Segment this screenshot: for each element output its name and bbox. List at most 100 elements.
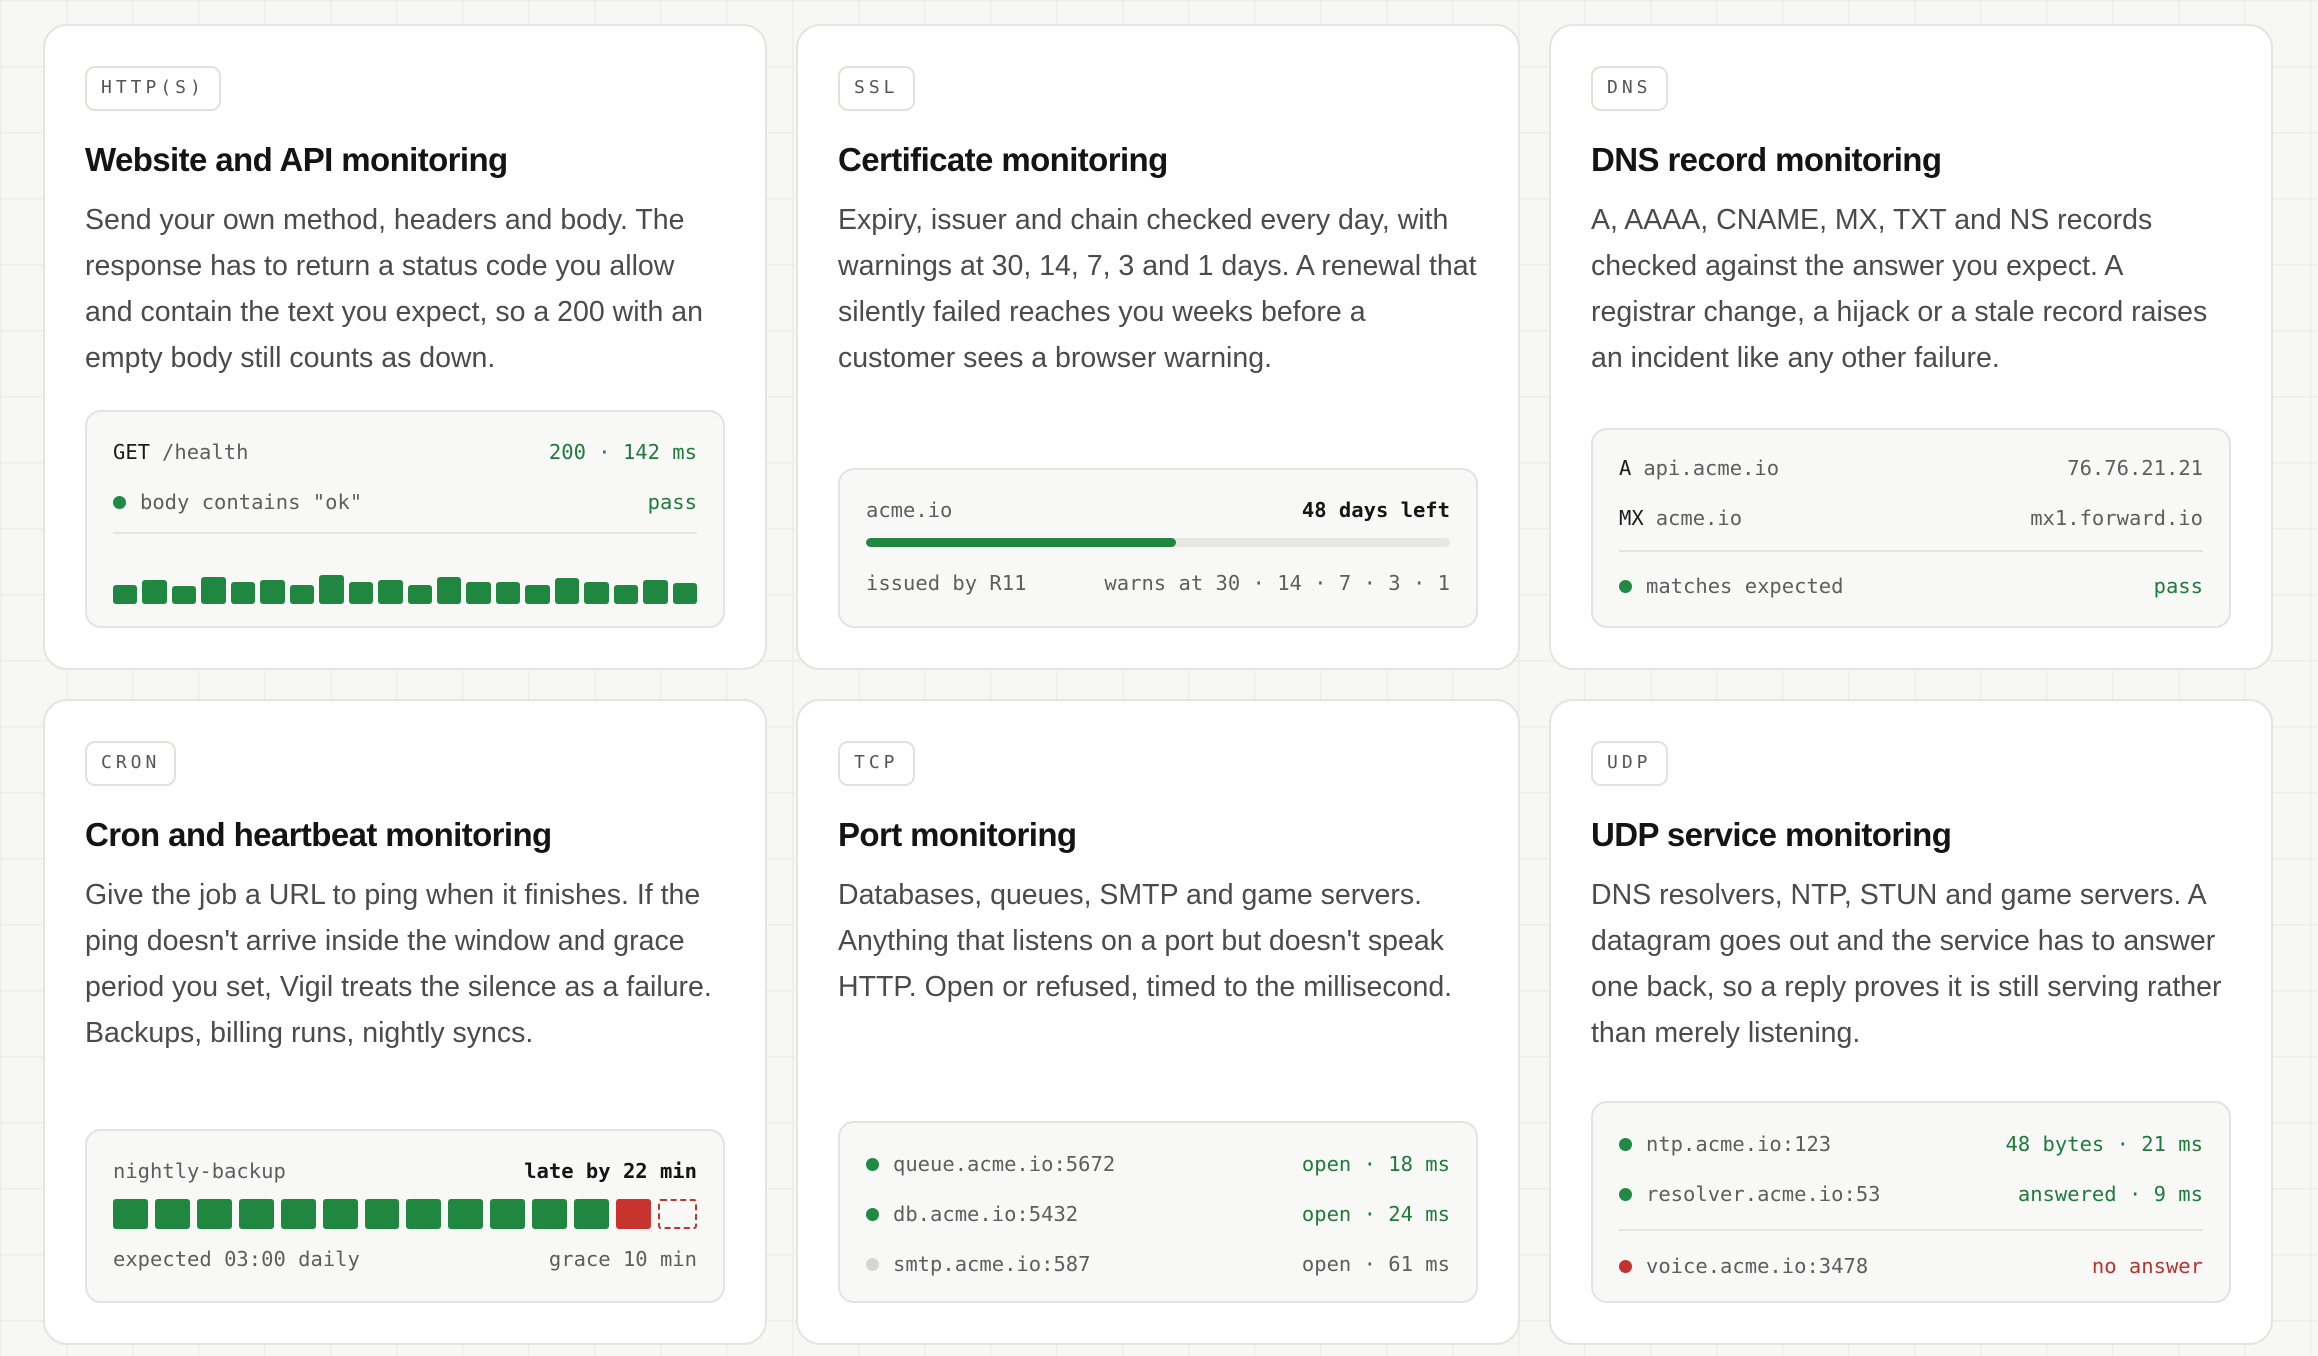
history-bar [230, 581, 256, 604]
response-history-bars [113, 572, 698, 604]
history-bar [319, 575, 344, 604]
udp-service-row: ntp.acme.io:123 48 bytes · 21 ms [1619, 1119, 2203, 1169]
status-dot [866, 1207, 879, 1221]
udp-host: resolver.acme.io:53 [1646, 1182, 1881, 1206]
history-bar [260, 580, 285, 604]
cron-grace: grace 10 min [548, 1247, 697, 1271]
port-row: smtp.acme.io:587 open · 61 ms [866, 1239, 1450, 1289]
cron-job-panel: nightly-backup late by 22 min expected 0… [85, 1129, 725, 1303]
http-monitoring-card: HTTP(S) Website and API monitoring Send … [43, 24, 767, 670]
body-check-status: pass [647, 490, 697, 514]
cron-run-ok [322, 1199, 358, 1229]
udp-host: ntp.acme.io:123 [1646, 1132, 1832, 1156]
tcp-monitoring-card: TCP Port monitoring Databases, queues, S… [796, 699, 1520, 1345]
udp-host: voice.acme.io:3478 [1646, 1254, 1869, 1278]
port-result: open · 24 ms [1301, 1202, 1450, 1226]
history-bar [495, 581, 521, 604]
dns-check-status: pass [2153, 574, 2203, 598]
cron-job-name: nightly-backup [113, 1159, 286, 1183]
cron-run-late [616, 1199, 651, 1229]
http-check-panel: GET /health 200 · 142 ms body contains "… [85, 410, 725, 628]
cron-run-pending [657, 1199, 697, 1229]
port-host: db.acme.io:5432 [893, 1202, 1079, 1226]
history-bar [466, 581, 491, 604]
ssl-monitoring-card: SSL Certificate monitoring Expiry, issue… [796, 24, 1520, 670]
card-title: Certificate monitoring [838, 141, 1168, 178]
history-bar [113, 584, 138, 604]
cron-run-ok [490, 1199, 526, 1229]
http-method: GET [113, 440, 151, 464]
divider [1619, 1229, 2203, 1231]
dns-record-row: A api.acme.io 76.76.21.21 [1619, 452, 2203, 484]
dns-record-row: MX acme.io mx1.forward.io [1619, 502, 2203, 534]
card-title: UDP service monitoring [1591, 816, 1952, 853]
status-dot [1619, 579, 1632, 593]
dns-record-type: MX [1619, 506, 1644, 530]
history-bar [201, 576, 226, 604]
card-title: Website and API monitoring [85, 141, 508, 178]
cron-run-ok [280, 1199, 316, 1229]
card-description: Databases, queues, SMTP and game servers… [838, 879, 1453, 1003]
card-description: DNS resolvers, NTP, STUN and game server… [1591, 879, 2222, 1049]
card-tag: CRON [85, 741, 177, 786]
ssl-cert-panel: acme.io 48 days left issued by R11 warns… [838, 468, 1478, 628]
port-result: open · 61 ms [1301, 1252, 1450, 1276]
history-bar [584, 581, 609, 604]
cert-issuer: issued by R11 [866, 571, 1027, 595]
cron-run-ok [574, 1199, 610, 1229]
cron-run-ok [448, 1199, 484, 1229]
udp-result: answered · 9 ms [2017, 1182, 2203, 1206]
udp-monitoring-card: UDP UDP service monitoring DNS resolvers… [1549, 699, 2273, 1345]
card-description: A, AAAA, CNAME, MX, TXT and NS records c… [1591, 204, 2208, 374]
history-bar [672, 583, 698, 604]
cron-monitoring-card: CRON Cron and heartbeat monitoring Give … [43, 699, 767, 1345]
card-tag: HTTP(S) [85, 66, 221, 111]
dns-monitoring-card: DNS DNS record monitoring A, AAAA, CNAME… [1549, 24, 2273, 670]
udp-services-panel: ntp.acme.io:123 48 bytes · 21 ms resolve… [1591, 1101, 2231, 1303]
history-bar [643, 580, 668, 604]
port-row: db.acme.io:5432 open · 24 ms [866, 1189, 1450, 1239]
history-bar [378, 580, 403, 604]
port-result: open · 18 ms [1301, 1152, 1450, 1176]
dns-record-value: mx1.forward.io [2030, 506, 2203, 530]
port-host: queue.acme.io:5672 [893, 1152, 1116, 1176]
http-result: 200 · 142 ms [548, 440, 697, 464]
cron-run-ok [364, 1199, 400, 1229]
port-row: queue.acme.io:5672 open · 18 ms [866, 1139, 1450, 1189]
history-bar [407, 584, 432, 604]
dns-check-label: matches expected [1646, 574, 1844, 598]
card-tag: TCP [838, 741, 915, 786]
cron-run-ok [196, 1199, 232, 1229]
udp-service-row: voice.acme.io:3478 no answer [1619, 1241, 2203, 1291]
cert-days-left: 48 days left [1301, 498, 1450, 522]
cron-run-history [113, 1199, 697, 1229]
dns-record-type: A [1619, 456, 1632, 480]
udp-result: 48 bytes · 21 ms [2005, 1132, 2203, 1156]
udp-service-row: resolver.acme.io:53 answered · 9 ms [1619, 1169, 2203, 1219]
cert-warnings: warns at 30 · 14 · 7 · 3 · 1 [1104, 571, 1450, 595]
body-check-label: body contains "ok" [140, 490, 363, 514]
http-path: /health [162, 440, 249, 464]
history-bar [142, 580, 167, 604]
cron-schedule: expected 03:00 daily [113, 1247, 360, 1271]
card-title: Cron and heartbeat monitoring [85, 816, 552, 853]
status-dot [866, 1257, 879, 1271]
status-dot [113, 495, 126, 509]
history-bar [554, 578, 580, 604]
card-tag: DNS [1591, 66, 1668, 111]
cert-lifetime-progress [866, 538, 1450, 547]
cron-run-ok [154, 1199, 190, 1229]
dns-record-value: 76.76.21.21 [2067, 456, 2203, 480]
status-dot [1619, 1187, 1632, 1201]
cron-run-ok [238, 1199, 274, 1229]
divider [113, 532, 697, 534]
cron-run-ok [406, 1199, 442, 1229]
history-bar [436, 576, 462, 604]
tcp-ports-panel: queue.acme.io:5672 open · 18 ms db.acme.… [838, 1121, 1478, 1303]
card-tag: SSL [838, 66, 915, 111]
dns-record-host: api.acme.io [1643, 456, 1780, 480]
card-description: Send your own method, headers and body. … [85, 204, 703, 374]
divider [1619, 550, 2203, 552]
cert-domain: acme.io [866, 498, 953, 522]
cron-run-ok [532, 1199, 568, 1229]
